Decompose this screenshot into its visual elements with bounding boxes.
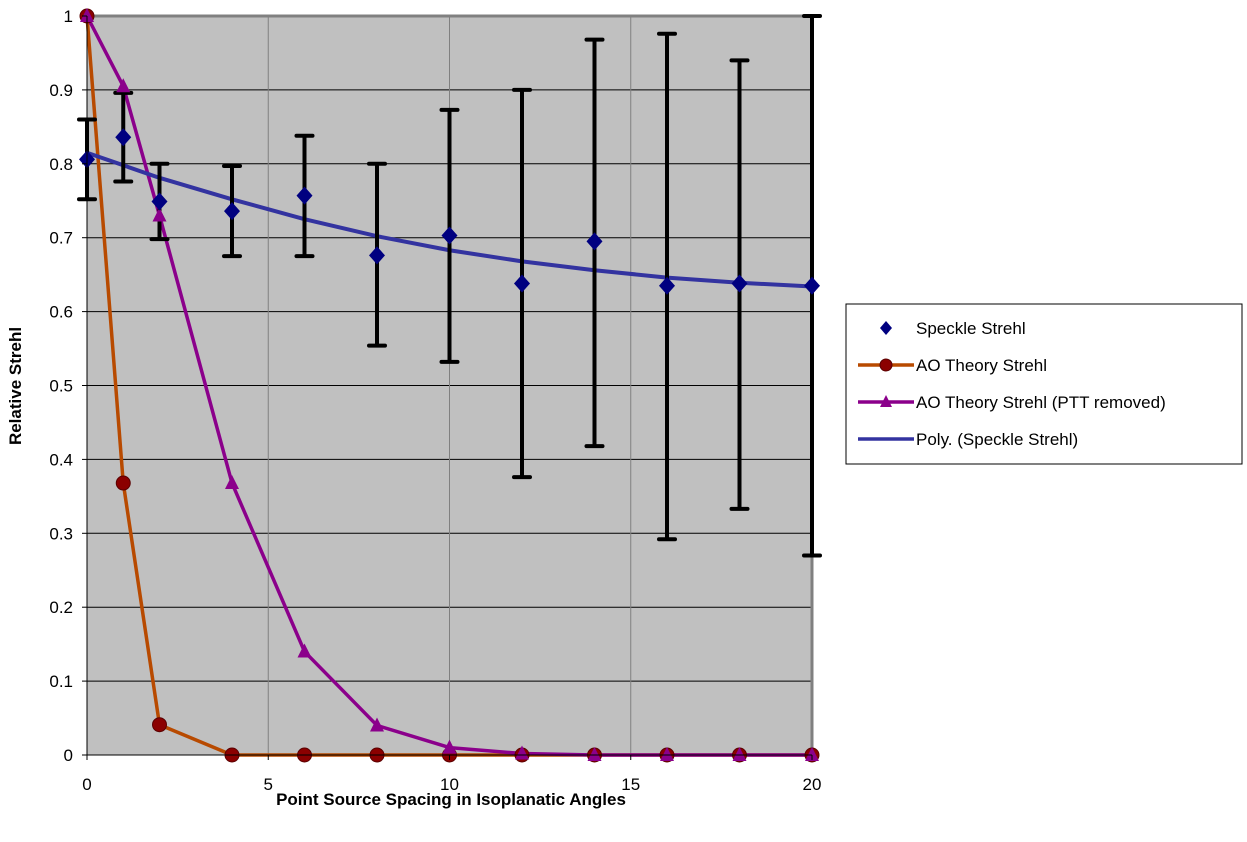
- y-tick-label: 0.9: [49, 81, 73, 100]
- ptt-removed-point: [225, 475, 239, 490]
- ptt-removed-point: [805, 747, 819, 761]
- x-tick-label: 15: [621, 775, 640, 794]
- legend-marker: [880, 321, 892, 335]
- legend-label: AO Theory Strehl: [916, 356, 1047, 375]
- y-tick-label: 0.2: [49, 598, 73, 617]
- ptt-removed-point: [515, 745, 529, 760]
- ptt-removed-point: [587, 747, 602, 761]
- legend-label: Poly. (Speckle Strehl): [916, 430, 1078, 449]
- ptt-removed-point: [732, 747, 747, 761]
- series-layer: [77, 8, 822, 763]
- axes: 00.10.20.30.40.50.60.70.80.910 5 10 15 20: [49, 7, 821, 794]
- speckle-strehl-point: [224, 202, 240, 221]
- ptt-removed-point: [442, 739, 457, 754]
- speckle-strehl-point: [115, 128, 132, 147]
- x-tick-label: 5: [264, 775, 273, 794]
- legend-marker: [880, 395, 892, 407]
- speckle-strehl-point: [659, 276, 675, 295]
- ao-theory-point: [115, 475, 131, 491]
- y-tick-label: 0.8: [49, 155, 73, 174]
- ptt-removed-point: [297, 643, 312, 658]
- legend-label: AO Theory Strehl (PTT removed): [916, 393, 1166, 412]
- legend-label: Speckle Strehl: [916, 319, 1026, 338]
- x-tick-label: 0: [82, 775, 91, 794]
- ao-theory-point: [152, 717, 167, 733]
- speckle-strehl-point: [441, 226, 458, 245]
- speckle-strehl-point: [804, 276, 820, 295]
- speckle-strehl-point: [296, 186, 313, 205]
- y-tick-label: 0.7: [49, 229, 73, 248]
- ptt-removed-point: [152, 207, 167, 222]
- speckle-strehl-point: [151, 192, 168, 211]
- y-tick-label: 0.5: [49, 377, 73, 396]
- y-tick-label: 0: [64, 746, 73, 765]
- x-tick-label: 10: [440, 775, 459, 794]
- ptt-removed-point: [370, 717, 384, 732]
- y-tick-label: 0.3: [49, 524, 73, 543]
- y-tick-label: 0.6: [49, 303, 73, 322]
- legend-marker: [879, 358, 893, 372]
- speckle-strehl-point: [586, 232, 603, 251]
- speckle-strehl-point: [369, 246, 385, 265]
- ptt-removed-point: [80, 8, 94, 22]
- ptt-removed-point: [116, 78, 131, 93]
- x-axis-title: Point Source Spacing in Isoplanatic Angl…: [276, 790, 626, 809]
- speckle-strehl-point: [731, 274, 748, 293]
- y-tick-label: 0.4: [49, 450, 73, 469]
- ptt-removed-point: [660, 747, 674, 761]
- legend: Speckle Strehl AO Theory Strehl AO Theory …: [845, 303, 1243, 465]
- y-tick-label: 0.1: [49, 672, 73, 691]
- y-axis-title: Relative Strehl: [6, 327, 25, 445]
- y-tick-label: 1: [64, 7, 73, 26]
- speckle-strehl-point: [514, 274, 530, 293]
- x-tick-label: 20: [803, 775, 822, 794]
